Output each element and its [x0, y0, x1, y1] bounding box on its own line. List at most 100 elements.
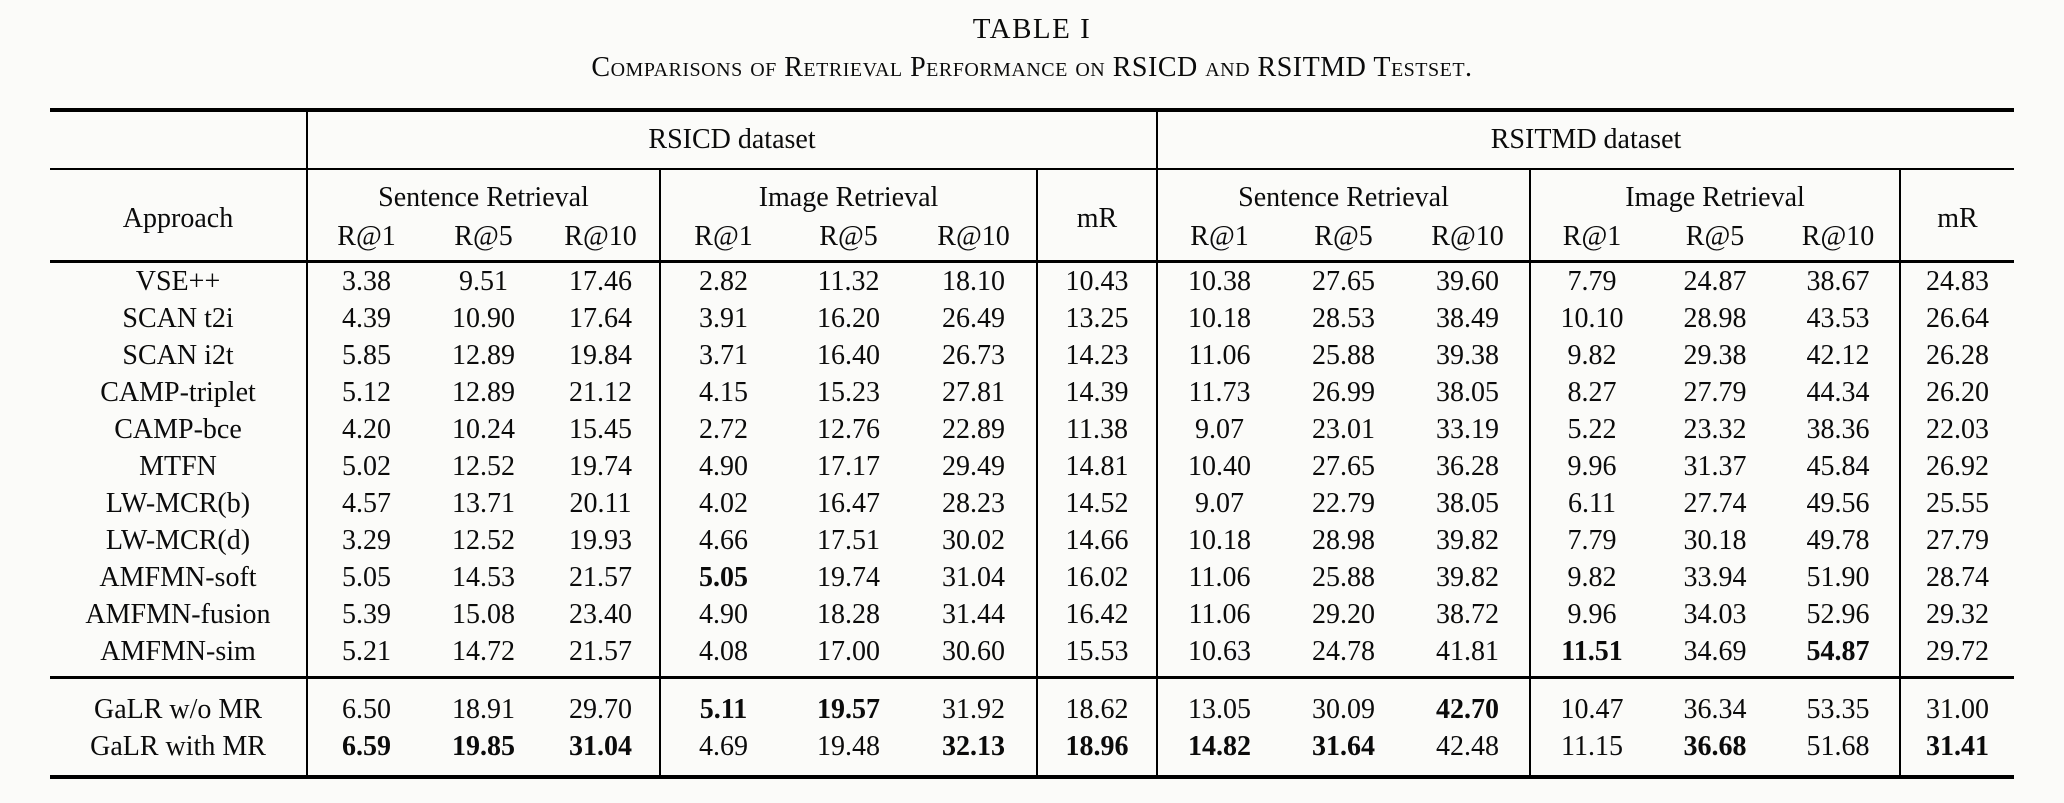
value-cell: 21.57 — [569, 561, 632, 593]
value-cell: 4.90 — [659, 448, 786, 485]
value-cell: 15.08 — [452, 598, 515, 630]
value-cell: 19.74 — [569, 450, 632, 482]
table-row: CAMP-bce 4.20 10.24 15.45 2.72 12.76 22.89 11.3… — [50, 411, 2015, 448]
approach-cell: LW-MCR(d) — [105, 524, 251, 556]
value-cell: 3.71 — [659, 337, 786, 374]
value-cell: 25.55 — [1899, 485, 2015, 522]
value-cell: 36.68 — [1653, 728, 1778, 779]
value-cell: 27.65 — [1312, 265, 1376, 297]
value-cell: 51.90 — [1806, 561, 1870, 593]
metric-header-r10: R@10 — [1777, 218, 1901, 263]
value-cell: 2.82 — [659, 261, 786, 300]
value-cell: 30.09 — [1281, 676, 1407, 728]
value-cell: 17.00 — [817, 635, 880, 667]
value-cell: 27.81 — [942, 376, 1005, 408]
value-cell: 14.39 — [1035, 374, 1158, 411]
value-cell: 5.12 — [306, 374, 425, 411]
value-cell: 10.38 — [1156, 261, 1282, 300]
value-cell: 11.06 — [1156, 337, 1282, 374]
value-cell: 10.43 — [1035, 261, 1158, 300]
value-cell: 18.28 — [817, 598, 880, 630]
subgroup-header-row: Approach Sentence Retrieval Image Retrie… — [50, 169, 2015, 263]
value-cell: 11.73 — [1156, 374, 1282, 411]
value-cell: 19.48 — [786, 728, 911, 779]
approach-cell: AMFMN-soft — [99, 561, 257, 593]
value-cell: 24.83 — [1899, 261, 2015, 300]
value-cell: 43.53 — [1806, 302, 1870, 334]
value-cell: 42.70 — [1406, 676, 1531, 728]
value-cell: 4.66 — [659, 522, 786, 559]
value-cell: 9.07 — [1156, 411, 1282, 448]
value-cell: 33.94 — [1683, 561, 1747, 593]
value-cell: 5.05 — [659, 559, 786, 596]
value-cell: 3.38 — [306, 261, 425, 300]
value-cell: 27.79 — [1899, 522, 2015, 559]
dataset-header-rsitmd: RSITMD dataset — [1156, 108, 2015, 170]
value-cell: 31.04 — [942, 561, 1005, 593]
value-cell: 3.29 — [306, 522, 425, 559]
value-cell: 7.79 — [1529, 522, 1654, 559]
approach-cell: GaLR w/o MR — [50, 676, 307, 728]
value-cell: 23.01 — [1312, 413, 1376, 445]
value-cell: 34.03 — [1683, 598, 1747, 630]
approach-cell: SCAN t2i — [122, 302, 234, 334]
value-cell: 5.21 — [306, 633, 425, 678]
value-cell: 4.02 — [659, 485, 786, 522]
value-cell: 10.24 — [452, 413, 515, 445]
approach-cell: VSE++ — [135, 265, 221, 297]
value-cell: 12.89 — [452, 376, 515, 408]
rsicd-image-retrieval-header: Image Retrieval — [659, 169, 1037, 218]
value-cell: 38.72 — [1436, 598, 1500, 630]
value-cell: 14.81 — [1035, 448, 1158, 485]
value-cell: 28.53 — [1312, 302, 1376, 334]
value-cell: 27.65 — [1312, 450, 1376, 482]
value-cell: 10.18 — [1156, 522, 1282, 559]
value-cell: 29.49 — [942, 450, 1005, 482]
value-cell: 10.63 — [1156, 633, 1282, 678]
value-cell: 4.57 — [306, 485, 425, 522]
table-row: SCAN i2t 5.85 12.89 19.84 3.71 16.40 26.73 14.2… — [50, 337, 2015, 374]
value-cell: 31.92 — [911, 676, 1037, 728]
value-cell: 17.64 — [569, 302, 632, 334]
value-cell: 38.05 — [1436, 487, 1500, 519]
metric-header-r5: R@5 — [786, 218, 911, 263]
value-cell: 4.20 — [306, 411, 425, 448]
value-cell: 32.13 — [911, 728, 1037, 779]
value-cell: 12.52 — [452, 450, 515, 482]
table-row: AMFMN-fusion 5.39 15.08 23.40 4.90 18.28 31.44… — [50, 596, 2015, 633]
value-cell: 16.40 — [817, 339, 880, 371]
value-cell: 44.34 — [1806, 376, 1870, 408]
value-cell: 26.64 — [1899, 300, 2015, 337]
rsitmd-sentence-retrieval-header: Sentence Retrieval — [1156, 169, 1531, 218]
value-cell: 18.91 — [425, 676, 542, 728]
value-cell: 23.40 — [569, 598, 632, 630]
value-cell: 11.06 — [1156, 596, 1282, 633]
value-cell: 12.76 — [817, 413, 880, 445]
value-cell: 38.05 — [1436, 376, 1500, 408]
table-row: LW-MCR(b) 4.57 13.71 20.11 4.02 16.47 28.23 14.… — [50, 485, 2015, 522]
value-cell: 39.82 — [1436, 561, 1500, 593]
value-cell: 19.84 — [569, 339, 632, 371]
value-cell: 17.17 — [817, 450, 880, 482]
value-cell: 28.98 — [1312, 524, 1376, 556]
value-cell: 16.02 — [1035, 559, 1158, 596]
value-cell: 9.82 — [1529, 337, 1654, 374]
dataset-header-row: RSICD dataset RSITMD dataset — [50, 108, 2015, 170]
value-cell: 14.53 — [452, 561, 515, 593]
value-cell: 49.56 — [1806, 487, 1870, 519]
value-cell: 31.37 — [1683, 450, 1747, 482]
value-cell: 29.32 — [1899, 596, 2015, 633]
approach-cell: AMFMN-sim — [100, 635, 256, 667]
table-caption: TABLE I Comparisons of Retrieval Perform… — [50, 0, 2014, 86]
metric-header-r1: R@1 — [659, 218, 786, 263]
value-cell: 28.74 — [1899, 559, 2015, 596]
value-cell: 54.87 — [1806, 635, 1870, 667]
approach-cell: CAMP-triplet — [100, 376, 256, 408]
value-cell: 26.28 — [1899, 337, 2015, 374]
value-cell: 10.47 — [1529, 676, 1654, 728]
value-cell: 24.78 — [1312, 635, 1376, 667]
table-row: SCAN t2i 4.39 10.90 17.64 3.91 16.20 26.49 13.2… — [50, 300, 2015, 337]
approach-cell: LW-MCR(b) — [105, 487, 251, 519]
value-cell: 31.44 — [942, 598, 1005, 630]
value-cell: 2.72 — [659, 411, 786, 448]
